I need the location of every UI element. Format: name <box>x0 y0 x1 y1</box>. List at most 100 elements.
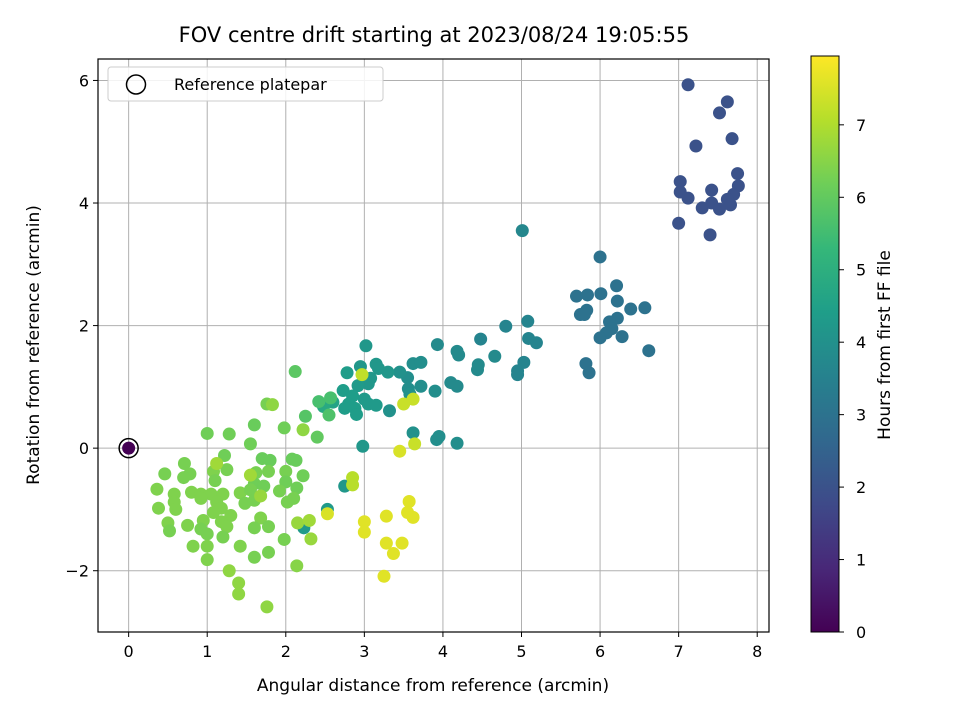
y-tick-label: 0 <box>79 439 89 458</box>
data-point <box>257 479 271 493</box>
legend-marker-hollow-circle <box>125 74 147 95</box>
data-point <box>243 437 257 451</box>
data-point <box>312 395 326 409</box>
plot-area-frame <box>97 58 770 633</box>
data-point <box>232 576 246 590</box>
x-tick-label: 6 <box>595 642 605 661</box>
data-point <box>673 175 687 189</box>
data-point <box>296 423 310 437</box>
data-point <box>263 453 277 467</box>
data-point <box>207 505 220 519</box>
x-tick-label: 2 <box>281 642 291 661</box>
data-point <box>689 139 703 153</box>
data-point <box>254 489 268 503</box>
data-point <box>357 515 371 529</box>
colorbar-tick-label: 1 <box>856 551 866 570</box>
data-point <box>681 191 695 205</box>
data-point <box>529 336 543 350</box>
data-point <box>499 319 513 333</box>
data-point <box>414 379 428 393</box>
data-point <box>200 426 214 440</box>
data-point <box>361 377 375 391</box>
data-point <box>369 398 383 412</box>
data-point <box>163 524 176 538</box>
data-point <box>724 198 737 212</box>
data-point <box>350 407 363 421</box>
data-point <box>593 331 607 345</box>
data-point <box>260 600 274 614</box>
data-point <box>450 436 464 450</box>
data-point <box>220 463 234 477</box>
data-point <box>610 279 624 293</box>
data-point <box>288 365 302 379</box>
data-point <box>150 482 164 496</box>
data-point <box>351 379 365 393</box>
data-point <box>222 564 236 578</box>
data-point <box>642 344 656 358</box>
data-point <box>615 330 629 344</box>
colorbar-tick-label: 7 <box>856 116 866 135</box>
data-point <box>521 314 535 328</box>
data-point <box>177 456 191 470</box>
data-point <box>302 513 316 527</box>
colorbar-tick-label: 2 <box>856 478 866 497</box>
x-tick-label: 3 <box>359 642 369 661</box>
data-point <box>279 475 293 489</box>
data-point <box>713 202 726 216</box>
data-point <box>395 536 409 550</box>
data-point <box>186 539 200 553</box>
data-point <box>397 397 411 411</box>
data-point <box>713 106 726 120</box>
data-point <box>208 474 222 488</box>
data-point <box>262 464 275 478</box>
data-point <box>582 366 596 380</box>
data-point <box>310 430 324 444</box>
data-point <box>181 518 195 532</box>
data-point <box>287 491 301 505</box>
data-point <box>298 409 312 423</box>
reference-point-fill <box>122 441 136 455</box>
colorbar-tick-label: 3 <box>856 406 866 425</box>
x-tick-label: 0 <box>124 642 134 661</box>
data-point <box>200 527 214 541</box>
data-point <box>340 366 354 380</box>
colorbar-ticks: 0 1 2 3 4 5 6 7 <box>839 116 866 642</box>
reference-platepar-marker <box>118 437 139 459</box>
x-tick-label: 5 <box>516 642 526 661</box>
x-axis-label: Angular distance from reference (arcmin) <box>257 676 609 696</box>
data-point <box>705 183 719 197</box>
data-point <box>320 507 334 521</box>
y-tick-label: 2 <box>79 317 89 336</box>
y-axis-label: Rotation from reference (arcmin) <box>24 205 44 485</box>
data-point <box>406 426 420 440</box>
data-point <box>247 550 261 564</box>
data-point <box>194 491 208 505</box>
chart-title: FOV centre drift starting at 2023/08/24 … <box>179 23 690 47</box>
data-point <box>393 444 407 458</box>
data-point <box>338 401 352 415</box>
data-point <box>233 539 247 553</box>
data-point <box>233 486 247 500</box>
data-point <box>262 545 275 559</box>
data-point <box>406 510 420 524</box>
data-point <box>296 469 310 483</box>
y-tick-label: 6 <box>79 71 89 90</box>
data-point <box>624 302 638 316</box>
data-point <box>273 484 286 498</box>
data-point <box>304 532 318 546</box>
data-point <box>474 332 488 346</box>
axis-ticks: 0 1 2 3 4 5 6 7 8 −2 0 2 4 6 <box>65 71 762 661</box>
data-point <box>290 481 304 495</box>
y-tick-label: 4 <box>79 194 89 213</box>
colorbar-gradient <box>810 55 840 633</box>
x-tick-label: 4 <box>438 642 448 661</box>
data-point <box>430 433 444 447</box>
data-point <box>232 587 246 601</box>
data-point <box>218 449 231 463</box>
data-point <box>290 559 304 573</box>
data-point <box>200 553 214 567</box>
data-point <box>200 539 214 553</box>
colorbar-tick-label: 5 <box>856 261 866 280</box>
data-point <box>177 471 191 485</box>
